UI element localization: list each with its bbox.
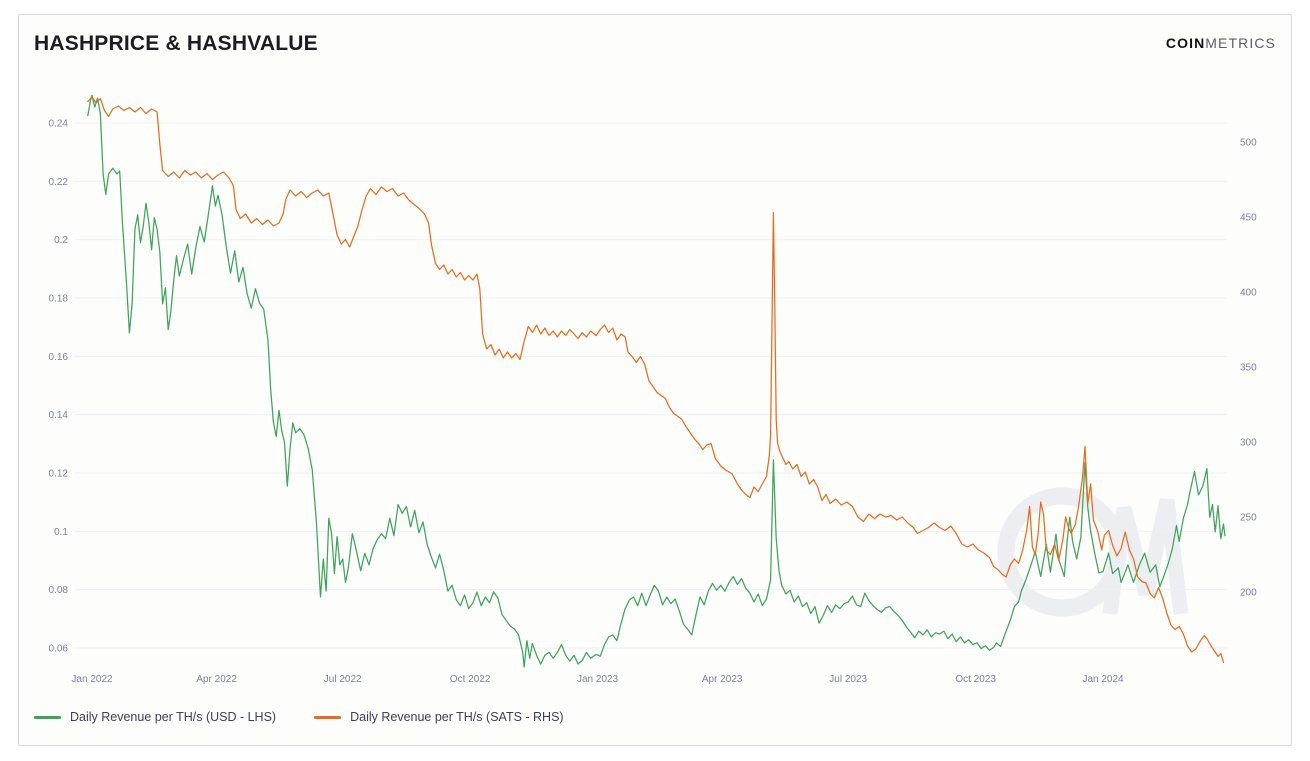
x-axis-tick-label: Oct 2023 [955,674,996,685]
left-axis-tick-label: 0.24 [49,119,69,130]
legend-swatch-icon [314,715,342,719]
left-axis-tick-label: 0.14 [49,410,69,421]
right-axis-tick-label: 400 [1240,288,1257,299]
legend-item-sats[interactable]: Daily Revenue per TH/s (SATS - RHS) [314,710,564,724]
watermark-m-icon [1102,498,1189,615]
right-axis-tick-label: 300 [1240,438,1257,449]
left-axis-tick-label: 0.16 [49,352,69,363]
legend-swatch-icon [34,715,61,719]
left-axis-tick-label: 0.06 [49,644,69,655]
left-axis-tick-label: 0.1 [54,527,68,538]
x-axis-tick-label: Apr 2022 [196,674,237,685]
x-axis-tick-label: Jan 2023 [577,674,619,685]
legend-item-usd[interactable]: Daily Revenue per TH/s (USD - LHS) [34,710,276,724]
x-axis-tick-label: Jan 2022 [71,674,113,685]
page-title: HASHPRICE & HASHVALUE [34,32,318,55]
series-line-sats[interactable] [87,96,1225,664]
coinmetrics-logo: COINMETRICS [1166,35,1276,51]
left-axis-tick-label: 0.18 [49,294,69,305]
logo-metrics: METRICS [1205,35,1276,51]
right-axis-tick-label: 350 [1240,363,1257,374]
chart-card [18,14,1292,746]
x-axis-tick-label: Jan 2024 [1082,674,1124,685]
chart-legend: Daily Revenue per TH/s (USD - LHS) Daily … [34,710,564,724]
left-axis-tick-label: 0.2 [54,235,68,246]
x-axis-tick-label: Jul 2023 [829,674,867,685]
legend-label: Daily Revenue per TH/s (SATS - RHS) [350,710,564,724]
left-axis-tick-label: 0.22 [49,177,69,188]
x-axis-tick-label: Apr 2023 [702,674,743,685]
x-axis-tick-label: Jul 2022 [324,674,362,685]
right-axis-tick-label: 500 [1240,138,1257,149]
right-axis-tick-label: 450 [1240,213,1257,224]
x-axis-tick-label: Oct 2022 [450,674,491,685]
left-axis-tick-label: 0.12 [49,469,69,480]
chart-header: HASHPRICE & HASHVALUE COINMETRICS [34,32,1276,56]
legend-label: Daily Revenue per TH/s (USD - LHS) [70,710,277,724]
left-axis-tick-label: 0.08 [49,585,69,596]
series-line-usd[interactable] [87,94,1226,668]
watermark-circle-icon [997,487,1127,617]
right-axis-tick-label: 200 [1240,588,1257,599]
right-axis-tick-label: 250 [1240,513,1257,524]
logo-coin: COIN [1165,35,1206,51]
